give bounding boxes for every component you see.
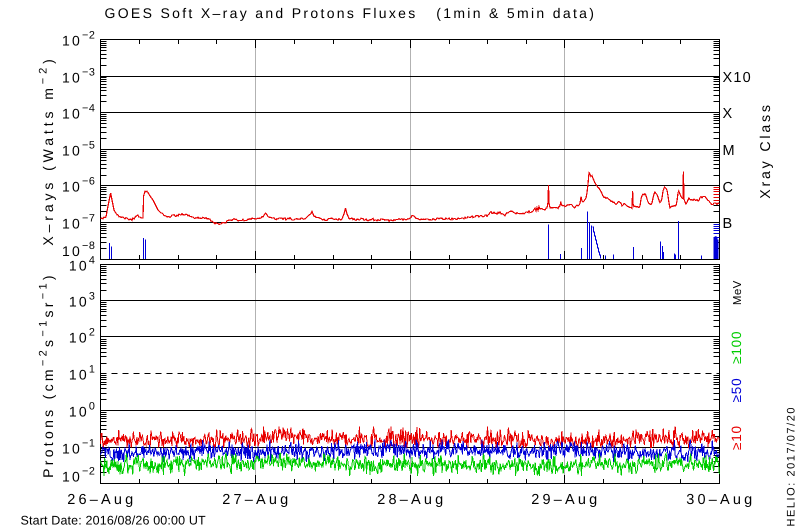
- svg-text:MeV: MeV: [732, 280, 744, 305]
- svg-text:GOES Soft X–ray and Protons Fl: GOES Soft X–ray and Protons Fluxes (1min…: [105, 5, 597, 21]
- svg-text:30–Aug: 30–Aug: [686, 492, 755, 508]
- svg-text:102: 102: [69, 327, 96, 346]
- svg-text:B: B: [723, 216, 734, 232]
- svg-text:104: 104: [69, 255, 96, 274]
- svg-text:Start Date: 2016/08/26 00:00 U: Start Date: 2016/08/26 00:00 UT: [21, 514, 207, 528]
- svg-text:100: 100: [69, 401, 96, 420]
- svg-text:103: 103: [69, 291, 96, 310]
- svg-text:27–Aug: 27–Aug: [222, 492, 291, 508]
- svg-text:≥10: ≥10: [729, 425, 744, 450]
- svg-text:101: 101: [69, 364, 96, 383]
- svg-text:X–rays (Watts m−2): X–rays (Watts m−2): [38, 55, 56, 245]
- svg-text:26–Aug: 26–Aug: [67, 492, 136, 508]
- svg-text:Xray Class: Xray Class: [758, 102, 774, 199]
- svg-text:X: X: [723, 106, 734, 122]
- svg-text:29–Aug: 29–Aug: [531, 492, 600, 508]
- svg-text:Protons (cm−2s−1sr−1): Protons (cm−2s−1sr−1): [38, 272, 56, 478]
- svg-text:≥100: ≥100: [729, 331, 744, 364]
- svg-text:28–Aug: 28–Aug: [377, 492, 446, 508]
- svg-text:C: C: [723, 180, 735, 196]
- svg-text:HELIO: 2017/07/20: HELIO: 2017/07/20: [786, 406, 798, 527]
- svg-text:M: M: [723, 143, 736, 159]
- svg-text:X10: X10: [723, 70, 752, 86]
- svg-text:≥50: ≥50: [729, 378, 744, 403]
